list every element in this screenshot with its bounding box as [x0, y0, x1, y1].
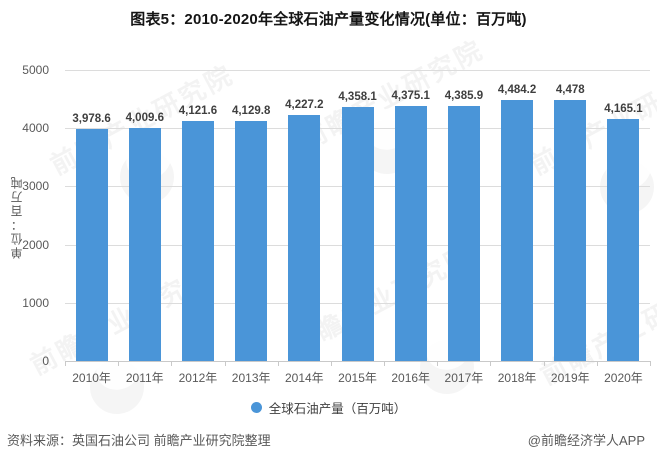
bar-value-label: 4,165.1: [604, 102, 643, 115]
x-axis-tick-label: 2010年: [72, 371, 111, 385]
source-note: 资料来源：英国石油公司 前瞻产业研究院整理: [7, 433, 271, 448]
y-axis-tick-label: 3000: [22, 179, 49, 194]
bar-value-label: 4,121.6: [178, 105, 218, 118]
bar: [607, 118, 640, 361]
x-axis-tick-mark: [118, 361, 120, 366]
bar: [181, 121, 214, 361]
bar-column: 4,478 2019年: [544, 70, 597, 385]
bar-column: 4,358.1 2015年: [331, 70, 384, 385]
x-axis-tick-mark: [277, 361, 279, 366]
footer: 资料来源：英国石油公司 前瞻产业研究院整理 @前瞻经济学人APP: [0, 430, 657, 449]
bar-value-label: 4,227.2: [285, 98, 324, 111]
x-axis-tick-label: 2012年: [178, 371, 218, 385]
x-axis-tick-mark: [437, 361, 439, 366]
bar: [394, 106, 427, 361]
x-axis-tick-mark: [650, 361, 651, 366]
bar-value-label: 4,385.9: [444, 89, 484, 102]
x-axis-tick-mark: [65, 361, 66, 366]
y-axis-tick-label: 0: [42, 354, 49, 368]
legend: 全球石油产量（百万吨）: [0, 398, 657, 417]
gridline: [65, 361, 650, 362]
y-axis-tick-label: 1000: [22, 295, 49, 310]
x-axis-tick-label: 2018年: [497, 371, 537, 385]
x-axis-tick-label: 2019年: [550, 371, 590, 385]
x-axis-tick-label: 2016年: [391, 371, 431, 385]
legend-marker-icon: [250, 402, 262, 413]
x-axis-tick-label: 2013年: [231, 371, 271, 385]
y-axis-tick-label: 2000: [22, 237, 49, 252]
bar-value-label: 4,375.1: [391, 90, 430, 103]
bar-column: 4,375.1 2016年: [384, 70, 437, 385]
bar-column: 3,978.6 2010年: [65, 70, 118, 385]
bar: [341, 107, 374, 361]
bar-column: 4,385.9 2017年: [437, 70, 490, 385]
x-axis-tick-mark: [384, 361, 386, 366]
bar-value-label: 4,478: [555, 84, 585, 97]
bar-value-label: 4,129.8: [231, 104, 271, 117]
bar-column: 4,129.8 2013年: [225, 70, 278, 385]
x-axis-tick-mark: [596, 361, 598, 366]
x-axis-tick-mark: [490, 361, 492, 366]
x-axis-tick-label: 2015年: [338, 371, 377, 385]
y-axis-tick-label: 5000: [22, 63, 49, 77]
bar-column: 4,484.2 2018年: [491, 70, 544, 385]
y-axis-tick-label: 4000: [22, 121, 49, 136]
x-axis-tick-label: 2020年: [604, 371, 643, 385]
x-axis-tick-mark: [171, 361, 173, 366]
bar: [447, 105, 480, 361]
x-axis-tick-label: 2011年: [125, 371, 164, 385]
x-axis-tick-mark: [224, 361, 226, 366]
bar: [554, 100, 587, 361]
bar-column: 4,165.1 2020年: [597, 70, 650, 385]
bar-columns: 3,978.6 2010年 4,009.6 2011年 4,121.6 2012年 4,12…: [65, 70, 650, 385]
x-axis-tick-mark: [330, 361, 332, 366]
bar-value-label: 4,009.6: [125, 111, 164, 124]
legend-label: 全球石油产量（百万吨）: [268, 402, 407, 416]
bar: [288, 114, 321, 361]
bar-value-label: 3,978.6: [72, 113, 111, 126]
bar-value-label: 4,358.1: [338, 91, 377, 104]
credit-note: @前瞻经济学人APP: [527, 433, 645, 448]
bar: [235, 120, 268, 361]
bar: [501, 100, 534, 361]
bar: [75, 129, 108, 361]
gridline: [65, 70, 650, 71]
x-axis-tick-label: 2017年: [444, 371, 484, 385]
plot-area: 0 1000 2000 3000 4000 5000 3,978.6 2010年 4,009.6…: [22, 63, 651, 385]
x-axis-tick-label: 2014年: [284, 371, 324, 385]
bar-column: 4,009.6 2011年: [118, 70, 171, 385]
bar-value-label: 4,484.2: [497, 84, 537, 97]
bar-column: 4,227.2 2014年: [278, 70, 331, 385]
chart-title: 图表5：2010-2020年全球石油产量变化情况(单位：百万吨): [130, 11, 527, 28]
bar-column: 4,121.6 2012年: [171, 70, 224, 385]
bar: [128, 127, 161, 361]
x-axis-tick-mark: [543, 361, 545, 366]
